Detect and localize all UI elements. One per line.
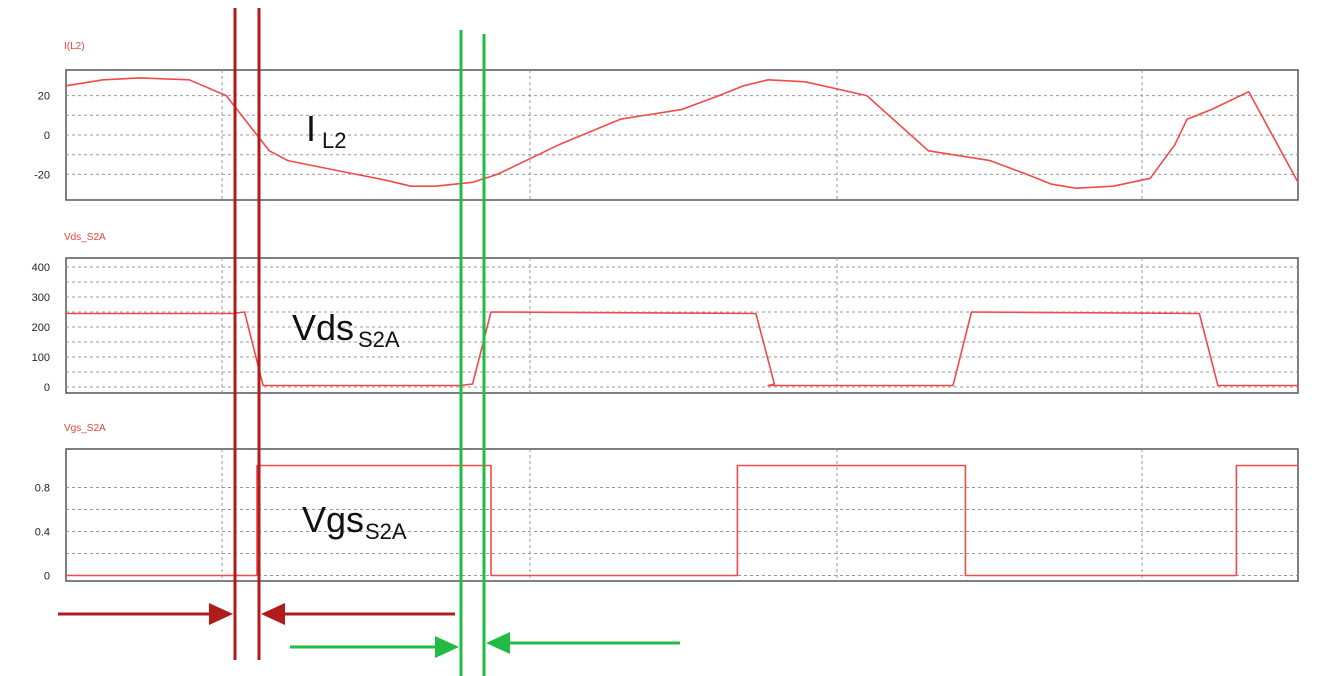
dead-time-1-right-arrow-head: [261, 603, 285, 625]
panel-title: Vgs_S2A: [64, 423, 106, 434]
y-tick-label: -20: [34, 169, 50, 181]
trace-label-vds: Vds S2A: [292, 307, 400, 352]
trace-label-il2-sub: L2: [322, 128, 346, 153]
plot-frame: [65, 257, 1299, 394]
y-tick-label: 0: [44, 130, 50, 142]
series-line: [65, 77, 1299, 189]
waveform-panels: I(L2)200-20Vds_S2A4003002001000Vgs_S2A0.…: [32, 41, 1299, 583]
dead-time-markers: [58, 8, 680, 676]
panel-title: I(L2): [64, 41, 85, 52]
dead-time-1-left-arrow-head: [209, 603, 233, 625]
trace-label-vgs-main: Vgs: [302, 499, 364, 540]
trace-label-il2-main: I: [306, 108, 316, 149]
y-tick-label: 200: [32, 322, 50, 334]
trace-label-vgs-sub: S2A: [365, 519, 407, 544]
series-line: [66, 464, 1298, 577]
y-tick-label: 0: [44, 571, 50, 583]
panel-title: Vds_S2A: [64, 232, 106, 243]
series-line: [66, 311, 1298, 387]
y-tick-label: 0: [44, 382, 50, 394]
y-tick-label: 400: [32, 262, 50, 274]
trace-label-vds-sub: S2A: [358, 327, 400, 352]
panel-1: Vds_S2A 400 300 200 100 0: [32, 232, 1299, 394]
plot-frame: [65, 69, 1299, 201]
trace-label-vgs: Vgs S2A: [302, 499, 407, 544]
trace-label-vds-main: Vds: [292, 307, 354, 348]
panel-2: Vgs_S2A 0.8 0.4 0: [35, 423, 1299, 583]
trace-label-il2: I L2: [306, 108, 346, 153]
y-tick-label: 0.4: [35, 527, 50, 539]
y-tick-label: 20: [38, 91, 50, 103]
dead-time-2-right-arrow-head: [486, 632, 510, 654]
panel-0: I(L2) 20 0 -20: [34, 41, 1299, 201]
dead-time-2-left-arrow-head: [435, 636, 459, 658]
plot-frame: [65, 448, 1299, 582]
y-tick-label: 300: [32, 292, 50, 304]
y-tick-label: 100: [32, 352, 50, 364]
y-tick-label: 0.8: [35, 483, 50, 495]
